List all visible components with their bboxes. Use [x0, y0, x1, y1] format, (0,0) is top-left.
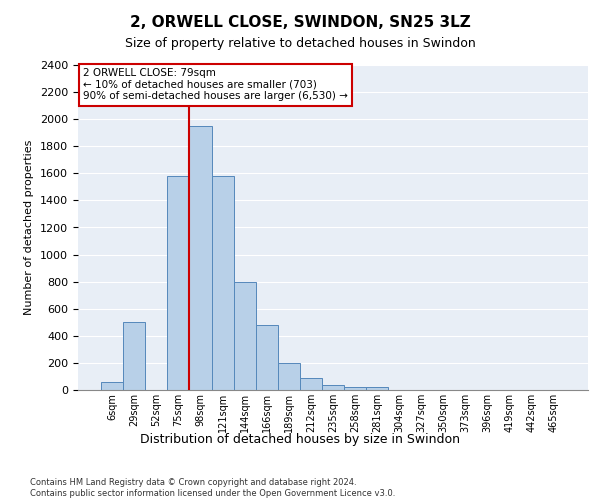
Bar: [344, 386, 366, 390]
Bar: [278, 363, 300, 390]
Y-axis label: Number of detached properties: Number of detached properties: [25, 140, 34, 315]
Bar: [101, 382, 123, 390]
Bar: [167, 176, 190, 390]
Text: 2, ORWELL CLOSE, SWINDON, SN25 3LZ: 2, ORWELL CLOSE, SWINDON, SN25 3LZ: [130, 15, 470, 30]
Bar: [123, 322, 145, 390]
Text: Contains HM Land Registry data © Crown copyright and database right 2024.
Contai: Contains HM Land Registry data © Crown c…: [30, 478, 395, 498]
Bar: [366, 388, 388, 390]
Text: Size of property relative to detached houses in Swindon: Size of property relative to detached ho…: [125, 38, 475, 51]
Text: Distribution of detached houses by size in Swindon: Distribution of detached houses by size …: [140, 432, 460, 446]
Bar: [300, 378, 322, 390]
Bar: [256, 325, 278, 390]
Bar: [212, 176, 233, 390]
Bar: [190, 126, 212, 390]
Bar: [322, 386, 344, 390]
Bar: [233, 282, 256, 390]
Text: 2 ORWELL CLOSE: 79sqm
← 10% of detached houses are smaller (703)
90% of semi-det: 2 ORWELL CLOSE: 79sqm ← 10% of detached …: [83, 68, 348, 102]
